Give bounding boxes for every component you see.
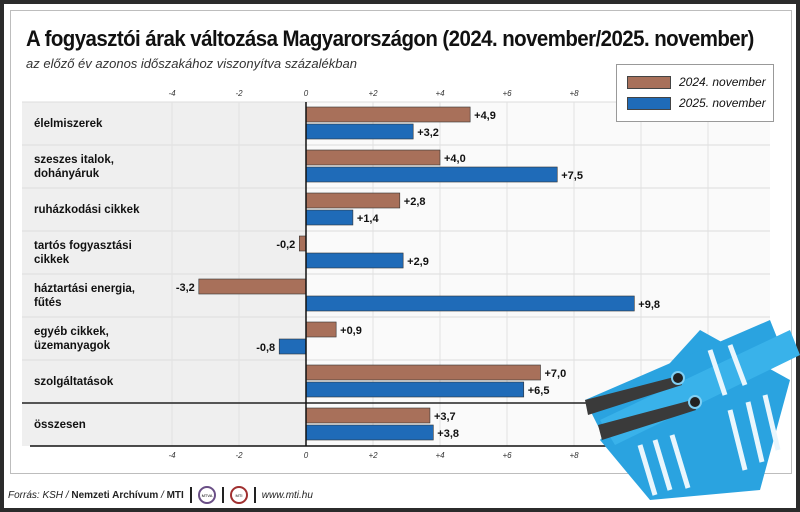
tick-label: +2	[368, 451, 378, 460]
category-label: szolgáltatások	[34, 375, 114, 388]
data-label: -0,2	[276, 239, 295, 251]
tick-label: +4	[435, 451, 445, 460]
bar-2025	[305, 381, 525, 398]
legend-swatch-2025	[627, 96, 671, 110]
data-label: +3,8	[437, 428, 459, 440]
mti-logo-icon: MTI	[229, 486, 248, 504]
tick-label: -2	[235, 89, 243, 98]
tick-label: +2	[368, 89, 378, 98]
mtva-logo-icon: MTVA	[197, 486, 216, 504]
tick-label: +6	[502, 89, 512, 98]
page-title: A fogyasztói árak változása Magyarország…	[26, 26, 754, 51]
row-background-right	[306, 317, 770, 360]
legend-label-2024: 2024. november	[679, 75, 766, 89]
bar-2024	[305, 149, 441, 166]
bar-2025	[305, 123, 414, 140]
bar-2025	[305, 295, 635, 312]
bar-2024	[305, 106, 471, 123]
bar-2025	[305, 424, 434, 441]
row-background-left	[22, 317, 306, 360]
row-background-left	[22, 102, 306, 145]
tick-label: 0	[304, 89, 309, 98]
bar-2025	[305, 166, 558, 183]
tick-label: +8	[569, 451, 579, 460]
row-background-left	[22, 231, 306, 274]
svg-text:MTI: MTI	[235, 493, 242, 498]
bar-2024	[198, 278, 307, 295]
category-label: tartós fogyasztási cikkek	[34, 239, 132, 266]
tick-label: 0	[304, 451, 309, 460]
footer: Forrás: KSH / Nemzeti Archívum / MTI MTV…	[8, 486, 313, 504]
row-background-left	[22, 360, 306, 403]
category-label: élelmiszerek	[34, 117, 103, 130]
chart-panel	[10, 10, 792, 474]
data-label: +0,9	[340, 325, 362, 337]
divider	[189, 487, 192, 503]
row-background-left	[22, 145, 306, 188]
legend-swatch-2024	[627, 75, 671, 89]
row-background-left	[22, 188, 306, 231]
bar-2024	[305, 364, 541, 381]
data-label: +2,8	[404, 196, 426, 208]
bar-2025	[305, 209, 354, 226]
category-label: háztartási energia, fűtés	[34, 282, 135, 309]
category-label: ruházkodási cikkek	[34, 203, 140, 216]
data-label: +7,5	[561, 170, 583, 182]
data-label: +6,5	[528, 385, 550, 397]
divider	[253, 487, 256, 503]
category-label: összesen	[34, 418, 86, 431]
data-label: -3,2	[176, 282, 195, 294]
bar-2024	[298, 235, 307, 252]
source-text: Forrás: KSH / Nemzeti Archívum / MTI	[8, 489, 184, 501]
data-label: +9,8	[638, 299, 660, 311]
category-label: szeszes italok, dohányáruk	[34, 153, 114, 180]
category-label: egyéb cikkek, üzemanyagok	[34, 325, 111, 352]
data-label: -0,8	[256, 342, 275, 354]
data-label: +3,2	[417, 127, 439, 139]
legend-item-2025: 2025. november	[627, 96, 766, 110]
row-background-left	[22, 403, 306, 446]
tick-label: -4	[168, 451, 176, 460]
bar-2024	[305, 321, 337, 338]
data-label: +1,4	[357, 213, 380, 225]
tick-label: -2	[235, 451, 243, 460]
tick-label: +6	[502, 451, 512, 460]
divider	[221, 487, 224, 503]
svg-text:MTVA: MTVA	[201, 493, 212, 498]
bar-2025	[278, 338, 307, 355]
bar-2024	[305, 192, 401, 209]
website-link[interactable]: www.mti.hu	[261, 489, 313, 501]
legend-label-2025: 2025. november	[679, 96, 766, 110]
subtitle: az előző év azonos időszakához viszonyít…	[26, 56, 357, 71]
legend: 2024. november 2025. november	[616, 64, 774, 122]
data-label: +4,9	[474, 110, 496, 122]
bar-2024	[305, 407, 431, 424]
tick-label: +4	[435, 89, 445, 98]
data-label: +2,9	[407, 256, 429, 268]
data-label: +7,0	[545, 368, 567, 380]
data-label: +3,7	[434, 411, 456, 423]
tick-label: -4	[168, 89, 176, 98]
bar-2025	[305, 252, 404, 269]
tick-label: +8	[569, 89, 579, 98]
legend-item-2024: 2024. november	[627, 75, 766, 89]
data-label: +4,0	[444, 153, 466, 165]
